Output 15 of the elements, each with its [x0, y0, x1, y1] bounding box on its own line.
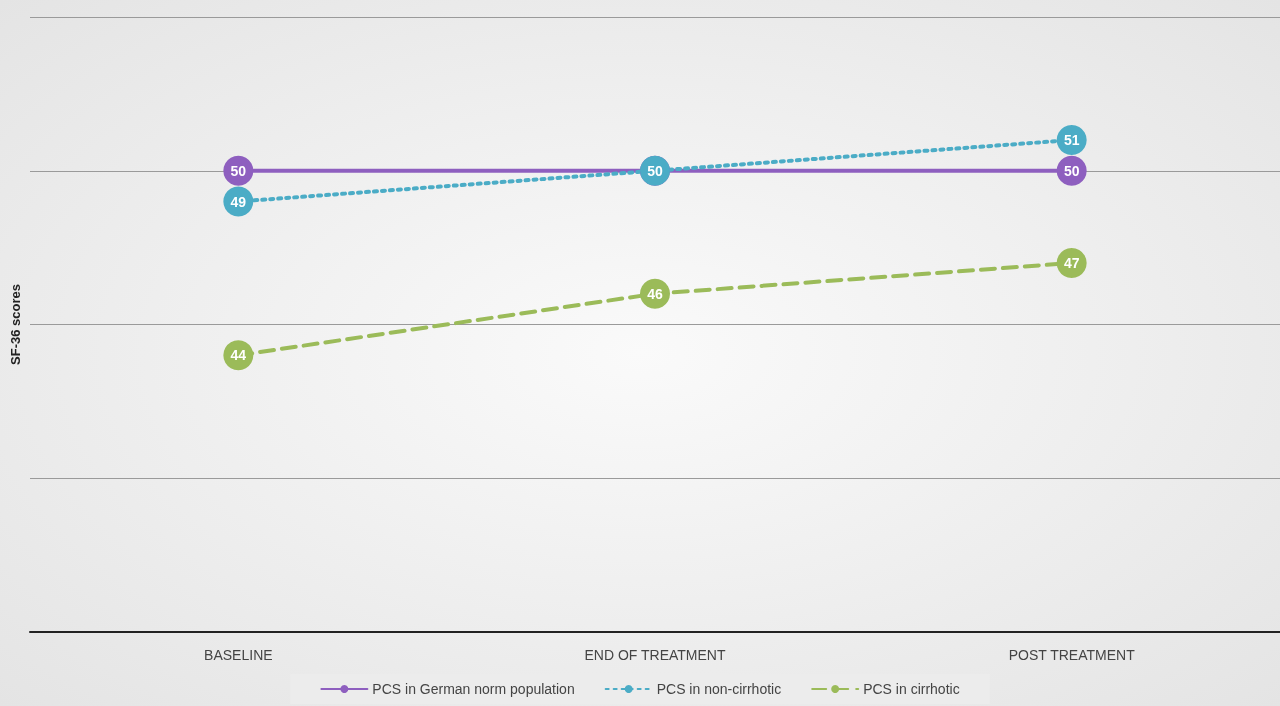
- x-tick-label: BASELINE: [204, 647, 273, 663]
- data-label: 51: [1063, 132, 1080, 148]
- data-label: 50: [647, 162, 663, 179]
- data-label: 46: [647, 285, 663, 302]
- data-label: 50: [230, 162, 247, 179]
- data-label: 49: [230, 193, 247, 210]
- y-axis-title: SF-36 scores: [8, 284, 23, 365]
- legend-label: PCS in non-cirrhotic: [656, 681, 782, 697]
- data-label: 47: [1063, 255, 1080, 271]
- legend-label: PCS in cirrhotic: [863, 681, 960, 697]
- legend-label: PCS in German norm population: [372, 681, 575, 697]
- x-tick-label: POST TREATMENT: [1008, 647, 1136, 663]
- data-label: 44: [230, 347, 247, 364]
- data-label: 50: [1063, 162, 1080, 179]
- x-tick-label: END OF TREATMENT: [584, 647, 726, 663]
